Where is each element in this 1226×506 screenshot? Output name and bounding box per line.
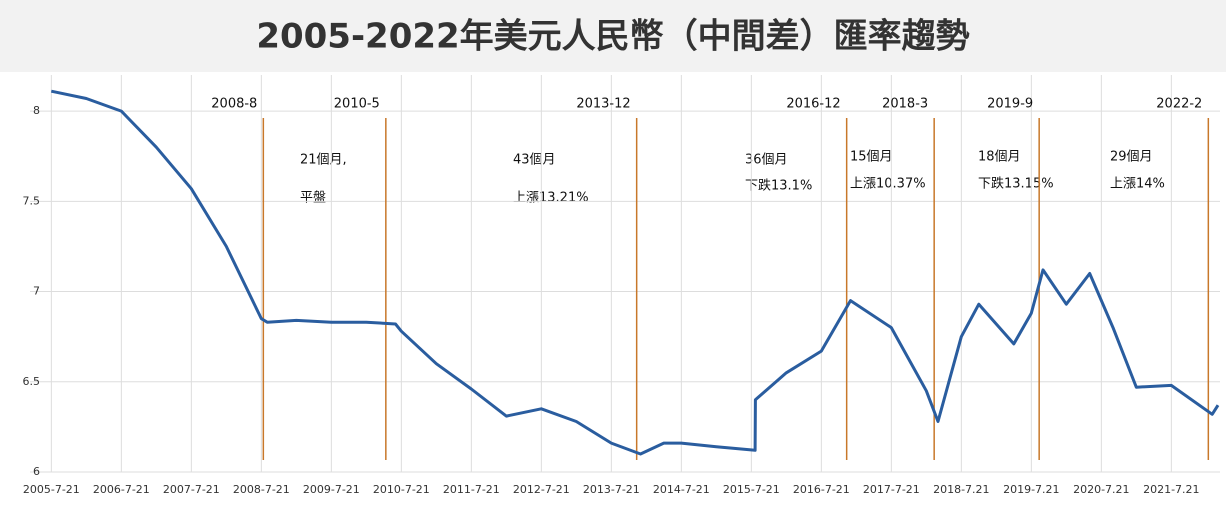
y-tick-label: 6.5 [23, 375, 41, 388]
period-label: 21個月, [300, 153, 347, 168]
x-tick-label: 2011-7-21 [443, 483, 500, 496]
y-tick-label: 6 [33, 465, 40, 478]
marker-label: 2016-12 [786, 97, 840, 112]
marker-label: 2013-12 [576, 97, 630, 112]
x-tick-label: 2016-7-21 [793, 483, 850, 496]
chart-title: 2005-2022年美元人民幣（中間差）匯率趨勢 [256, 17, 969, 57]
x-tick-label: 2008-7-21 [233, 483, 290, 496]
marker-label: 2010-5 [334, 97, 380, 112]
x-tick-label: 2009-7-21 [303, 483, 360, 496]
period-label: 上漲14% [1110, 177, 1165, 192]
marker-label: 2022-2 [1156, 97, 1202, 112]
x-tick-label: 2021-7.21 [1143, 483, 1199, 496]
x-tick-label: 2012-7-21 [513, 483, 570, 496]
x-tick-label: 2007-7-21 [163, 483, 220, 496]
y-tick-label: 8 [33, 104, 40, 117]
x-tick-label: 2019-7.21 [1003, 483, 1059, 496]
y-tick-label: 7 [33, 285, 40, 298]
period-label: 36個月 [745, 153, 788, 168]
x-tick-label: 2013-7-21 [583, 483, 640, 496]
period-label: 15個月 [850, 150, 893, 165]
x-tick-label: 2020-7.21 [1073, 483, 1129, 496]
period-label: 上漲10.37% [850, 177, 926, 192]
marker-label: 2008-8 [211, 97, 257, 112]
x-tick-label: 2010-7-21 [373, 483, 430, 496]
period-label: 18個月 [978, 150, 1021, 165]
x-tick-label: 2006-7-21 [93, 483, 150, 496]
y-tick-label: 7.5 [23, 194, 41, 207]
period-label: 43個月 [513, 153, 556, 168]
period-label: 上漲13.21% [513, 191, 589, 206]
plot-background [0, 72, 1226, 506]
x-tick-label: 2005-7-21 [23, 483, 80, 496]
period-label: 下跌13.1% [745, 178, 812, 194]
marker-label: 2018-3 [882, 97, 928, 112]
series-line [50, 89, 1220, 456]
x-tick-label: 2014-7-21 [653, 483, 710, 496]
marker-label: 2019-9 [987, 97, 1033, 112]
period-label: 29個月 [1110, 150, 1153, 165]
period-label: 下跌13.15% [978, 176, 1054, 192]
x-tick-label: 2015-7-21 [723, 483, 780, 496]
title-band [0, 0, 1226, 72]
period-label: 平盤 [300, 191, 326, 206]
x-tick-label: 2017-7-21 [863, 483, 920, 496]
x-tick-label: 2018-7.21 [933, 483, 989, 496]
